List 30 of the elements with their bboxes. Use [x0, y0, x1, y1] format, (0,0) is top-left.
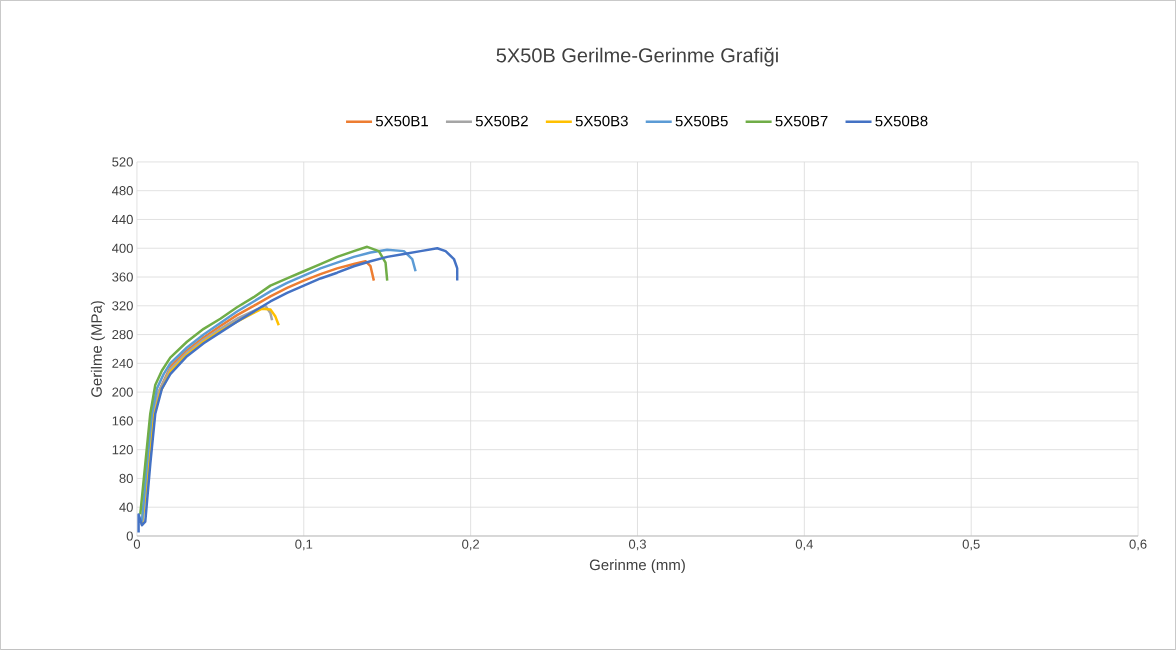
- legend-label: 5X50B1: [375, 115, 428, 127]
- legend-label: 5X50B2: [475, 115, 528, 127]
- y-tick-label: 200: [112, 387, 133, 397]
- y-tick-label: 440: [111, 214, 133, 225]
- y-tick-label: 40: [119, 502, 133, 512]
- chart-title: 5X50B Gerilme-Gerinme Grafiği: [496, 47, 778, 67]
- legend-label: 5X50B3: [575, 115, 628, 127]
- y-tick-label: 320: [112, 301, 133, 311]
- y-tick-label: 400: [111, 243, 133, 253]
- x-tick-label: 0,5: [962, 539, 980, 551]
- y-tick-label: 240: [112, 358, 133, 368]
- y-tick-label: 80: [119, 473, 133, 484]
- y-tick-label: 280: [112, 330, 133, 340]
- y-tick-label: 520: [112, 157, 133, 167]
- x-tick-label: 0,4: [795, 539, 813, 551]
- y-tick-label: 0: [126, 531, 133, 541]
- x-tick-label: 0,1: [295, 539, 313, 551]
- legend-label: 5X50B7: [775, 115, 828, 127]
- x-tick-label: 0,3: [628, 539, 646, 551]
- x-tick-label: 0,2: [462, 539, 480, 551]
- legend-label: 5X50B8: [875, 115, 928, 127]
- y-tick-label: 360: [112, 272, 133, 282]
- x-axis-title: Gerinme (mm): [589, 559, 685, 574]
- y-tick-label: 160: [112, 416, 133, 426]
- x-tick-label: 0: [133, 539, 141, 549]
- y-axis-title: Gerilme (MPa): [90, 301, 105, 398]
- y-tick-label: 480: [111, 186, 133, 196]
- legend-label: 5X50B5: [675, 115, 728, 127]
- y-tick-label: 120: [112, 445, 133, 455]
- x-tick-label: 0,6: [1129, 539, 1147, 551]
